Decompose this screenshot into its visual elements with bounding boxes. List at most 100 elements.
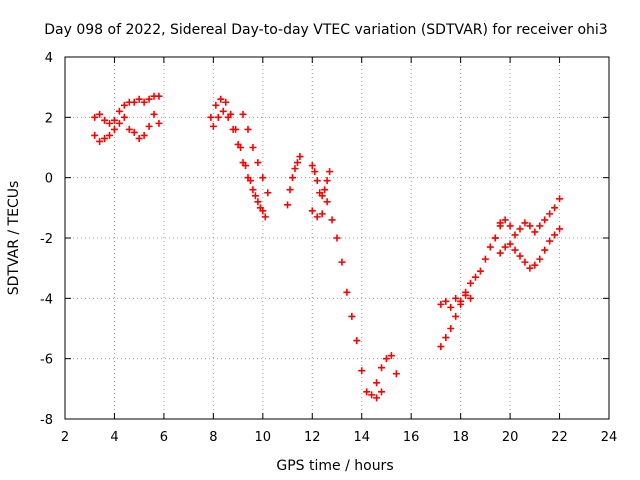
data-point <box>471 273 479 281</box>
x-tick-label: 8 <box>209 430 217 445</box>
data-point <box>323 177 331 185</box>
data-point <box>437 300 445 308</box>
data-point <box>155 119 163 127</box>
data-point <box>254 159 262 167</box>
data-point <box>358 367 366 375</box>
y-tick-label: -8 <box>40 413 53 428</box>
series-arc-12 <box>491 195 564 242</box>
data-point <box>373 379 381 387</box>
data-points <box>91 92 564 402</box>
series-arc-1 <box>91 92 163 127</box>
data-point <box>239 110 247 118</box>
data-point <box>224 113 232 121</box>
data-point <box>526 264 534 272</box>
data-point <box>363 388 371 396</box>
data-point <box>140 131 148 139</box>
data-point <box>101 134 109 142</box>
x-tick-label: 14 <box>353 430 370 445</box>
data-point <box>447 303 455 311</box>
series-arc-11 <box>437 291 475 311</box>
data-point <box>106 119 114 127</box>
data-point <box>382 355 390 363</box>
data-point <box>91 131 99 139</box>
data-point <box>328 216 336 224</box>
x-tick-label: 12 <box>304 430 321 445</box>
data-point <box>311 168 319 176</box>
data-point <box>333 234 341 242</box>
data-point <box>115 119 123 127</box>
data-point <box>343 288 351 296</box>
data-point <box>313 213 321 221</box>
data-point <box>120 113 128 121</box>
series-arc-5 <box>239 110 272 197</box>
x-tick-label: 24 <box>601 430 618 445</box>
data-point <box>531 228 539 236</box>
data-point <box>556 225 564 233</box>
data-point <box>115 107 123 115</box>
data-point <box>214 113 222 121</box>
data-point <box>321 186 329 194</box>
data-point <box>551 204 559 212</box>
data-point <box>254 198 262 206</box>
chart-title: Day 098 of 2022, Sidereal Day-to-day VTE… <box>44 22 607 38</box>
series-arc-2 <box>91 110 163 145</box>
x-tick-label: 10 <box>255 430 272 445</box>
x-axis-label: GPS time / hours <box>276 458 393 474</box>
data-point <box>348 312 356 320</box>
data-point <box>373 394 381 402</box>
data-point <box>286 186 294 194</box>
series-arc-9 <box>373 352 400 387</box>
data-point <box>496 222 504 230</box>
data-point <box>130 128 138 136</box>
data-point <box>541 246 549 254</box>
data-point <box>217 95 225 103</box>
series-arc-13 <box>496 225 564 272</box>
data-point <box>251 192 259 200</box>
data-point <box>506 222 514 230</box>
data-point <box>516 252 524 260</box>
data-point <box>96 137 104 145</box>
x-tick-label: 4 <box>110 430 118 445</box>
data-point <box>326 168 334 176</box>
data-point <box>145 122 153 130</box>
data-point <box>135 134 143 142</box>
data-point <box>546 210 554 218</box>
data-point <box>209 122 217 130</box>
data-point <box>318 210 326 218</box>
data-point <box>481 255 489 263</box>
data-point <box>541 216 549 224</box>
data-point <box>496 249 504 257</box>
data-point <box>259 174 267 182</box>
series-arc-8 <box>308 198 386 402</box>
data-point <box>511 231 519 239</box>
data-point <box>244 125 252 133</box>
series-arc-7 <box>308 162 334 200</box>
data-point <box>288 174 296 182</box>
data-point <box>140 98 148 106</box>
data-point <box>536 255 544 263</box>
data-point <box>452 312 460 320</box>
y-tick-label: 4 <box>45 51 53 66</box>
x-tick-label: 2 <box>61 430 69 445</box>
data-point <box>467 294 475 302</box>
data-point <box>442 297 450 305</box>
data-point <box>130 98 138 106</box>
y-tick-label: 0 <box>45 172 53 187</box>
data-point <box>392 370 400 378</box>
data-point <box>264 189 272 197</box>
x-tick-label: 20 <box>502 430 519 445</box>
data-point <box>486 243 494 251</box>
data-point <box>239 159 247 167</box>
data-point <box>536 222 544 230</box>
series-arc-4 <box>209 107 267 215</box>
data-point <box>442 334 450 342</box>
data-point <box>521 258 529 266</box>
data-point <box>546 237 554 245</box>
data-point <box>110 125 118 133</box>
y-axis-label: SDTVAR / TECUs <box>6 181 22 296</box>
data-point <box>296 153 304 161</box>
data-point <box>244 174 252 182</box>
